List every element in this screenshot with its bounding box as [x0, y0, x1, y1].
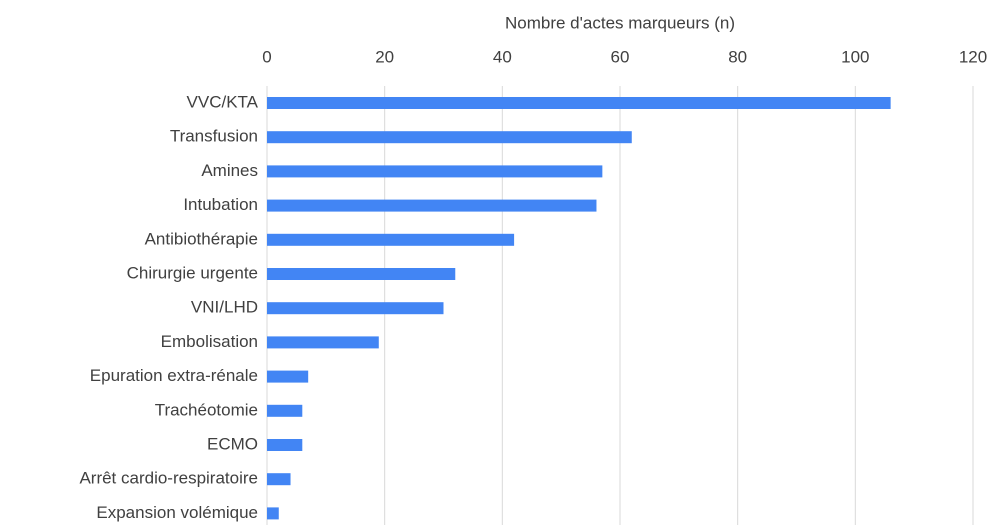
x-tick-label: 60 [611, 47, 630, 66]
bar [267, 97, 891, 109]
bar [267, 404, 303, 417]
bar [267, 131, 632, 144]
bar [267, 199, 597, 212]
y-tick-label: Antibiothérapie [145, 229, 258, 248]
x-tick-label: 20 [375, 47, 394, 66]
bar [267, 336, 379, 349]
x-tick-label: 80 [728, 47, 747, 66]
bar [267, 233, 515, 246]
y-tick-label: VNI/LHD [191, 298, 258, 317]
y-tick-label: Embolisation [161, 332, 258, 351]
y-tick-label: Chirurgie urgente [127, 263, 258, 282]
bar [267, 165, 603, 178]
y-tick-label: Arrêt cardio-respiratoire [79, 469, 258, 488]
y-tick-label: Transfusion [170, 127, 258, 146]
bar [267, 268, 456, 280]
y-tick-label: Epuration extra-rénale [90, 366, 258, 385]
y-tick-label: VVC/KTA [187, 92, 259, 111]
bar [267, 439, 303, 451]
x-tick-label: 40 [493, 47, 512, 66]
y-tick-label: Intubation [183, 195, 258, 214]
bar [267, 507, 279, 520]
bar [267, 473, 291, 486]
x-tick-label: 0 [262, 47, 271, 66]
y-tick-label: ECMO [207, 434, 258, 453]
x-tick-label: 100 [841, 47, 869, 66]
y-tick-label: Amines [201, 161, 258, 180]
x-tick-label: 120 [959, 47, 987, 66]
y-tick-label: Expansion volémique [96, 503, 258, 522]
axis-title: Nombre d'actes marqueurs (n) [505, 13, 735, 32]
bar [267, 370, 309, 383]
y-tick-label: Trachéotomie [155, 400, 258, 419]
bar [267, 302, 444, 315]
